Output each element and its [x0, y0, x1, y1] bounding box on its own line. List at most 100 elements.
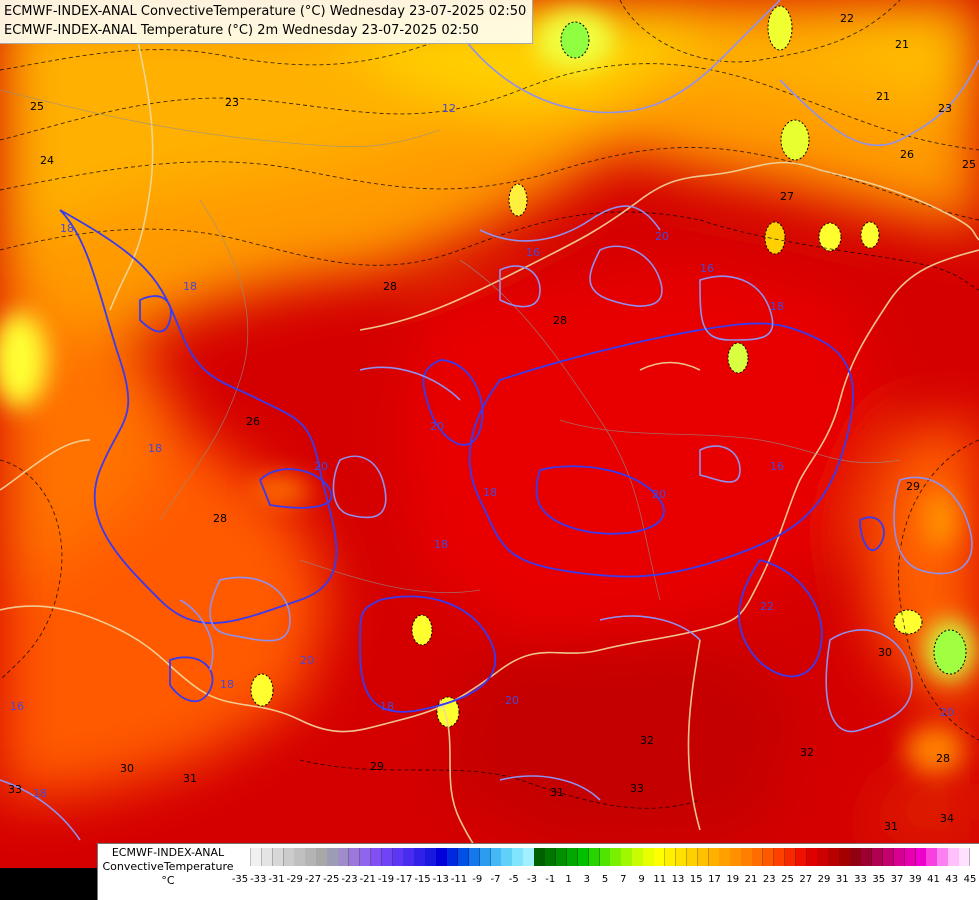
- legend-swatch: [839, 848, 851, 866]
- legend-tick-label: 15: [689, 874, 703, 885]
- legend-swatch: [904, 848, 917, 866]
- legend-swatch: [501, 848, 513, 866]
- temperature-2m-label: 16: [10, 700, 24, 713]
- legend-swatch: [773, 848, 786, 866]
- isotherm-label: 30: [878, 646, 892, 659]
- legend-label-model: ECMWF-INDEX-ANAL: [111, 846, 225, 859]
- isotherm-label: 31: [550, 786, 564, 799]
- temperature-2m-label: 18: [60, 222, 74, 235]
- legend-swatch: [762, 848, 775, 866]
- legend-tick-label: 9: [638, 874, 645, 885]
- legend-swatch: [272, 848, 285, 866]
- legend-label-unit: °C: [161, 874, 175, 887]
- legend-tick-label: -19: [377, 874, 395, 885]
- isotherm-label: 28: [553, 314, 567, 327]
- temperature-2m-label: 20: [430, 420, 444, 433]
- temperature-2m-label: 12: [442, 102, 456, 115]
- isotherm-label: 23: [225, 96, 239, 109]
- legend-tick-label: 33: [854, 874, 867, 885]
- temperature-2m-labels: 12 20 16 18 16 18 20 20 18 16 18 20 22 20 18 20 18 18 16 18…: [10, 102, 954, 800]
- temperature-2m-label: 20: [314, 460, 328, 473]
- legend-swatch: [283, 848, 295, 866]
- legend-swatch: [359, 848, 372, 866]
- temperature-2m-label: 18: [220, 678, 234, 691]
- legend-tick-label: 25: [781, 874, 794, 885]
- legend-tick-label: 43: [945, 874, 959, 885]
- temperature-2m-label: 16: [526, 246, 540, 259]
- convective-cells: [250, 5, 967, 728]
- legend-swatch: [555, 848, 568, 866]
- legend-color-bar: [240, 848, 971, 866]
- isotherm-label: 28: [936, 752, 950, 765]
- legend-tick-label: -1: [545, 874, 556, 885]
- isotherm-label: 31: [884, 820, 898, 833]
- isotherm-label: 23: [938, 102, 952, 115]
- legend-tick-label: 5: [601, 874, 609, 885]
- legend-swatch: [381, 848, 394, 866]
- legend-tick-label: 19: [726, 874, 740, 885]
- legend-swatch: [893, 848, 906, 866]
- legend-swatch: [447, 848, 459, 866]
- legend-swatch: [468, 848, 481, 866]
- isotherm-label: 24: [40, 154, 54, 167]
- temperature-2m-label: 20: [655, 230, 669, 243]
- isotherm-label: 21: [895, 38, 909, 51]
- legend-tick-label: -27: [304, 874, 322, 885]
- legend-swatch: [316, 848, 328, 866]
- legend-tick-label: -9: [472, 874, 483, 885]
- isotherm-label: 26: [900, 148, 914, 161]
- isotherm-label: 32: [640, 734, 654, 747]
- temperature-2m-label: 18: [483, 486, 497, 499]
- temperature-2m-label: 16: [770, 460, 784, 473]
- legend-tick-label: 23: [762, 874, 776, 885]
- isotherm-label: 26: [246, 415, 260, 428]
- legend-swatch: [719, 848, 731, 866]
- legend-swatch: [240, 848, 252, 866]
- isotherm-labels: 22 21 21 23 25 26 27 24 23 25 28 28 26 28 29 30 32 30 31 29…: [8, 12, 976, 833]
- legend-swatch: [697, 848, 709, 866]
- legend-swatch: [577, 848, 590, 866]
- legend-swatch: [370, 848, 383, 866]
- country-borders: [0, 0, 979, 861]
- legend-swatch: [512, 848, 524, 866]
- legend-swatch: [795, 848, 808, 866]
- legend-tick-label: -7: [490, 874, 501, 885]
- isotherm-label: 32: [800, 746, 814, 759]
- isotherm-label: 31: [183, 772, 197, 785]
- isotherm-label: 22: [840, 12, 854, 25]
- color-legend: ECMWF-INDEX-ANAL ConvectiveTemperature °…: [97, 843, 979, 900]
- temperature-2m-label: 18: [770, 300, 784, 313]
- legend-swatch: [948, 848, 960, 866]
- legend-swatch: [675, 848, 688, 866]
- isotherm-label: 30: [120, 762, 134, 775]
- legend-label-variable: ConvectiveTemperature: [102, 860, 234, 873]
- legend-swatch: [425, 848, 437, 866]
- legend-swatch: [806, 848, 818, 866]
- legend-swatch: [566, 848, 579, 866]
- isotherm-label: 25: [30, 100, 44, 113]
- temperature-2m-contours-light: [0, 0, 979, 841]
- legend-tick-label: -3: [527, 874, 537, 885]
- legend-swatch: [752, 848, 764, 866]
- legend-tick-label: -11: [450, 874, 468, 885]
- legend-swatch: [817, 848, 829, 866]
- legend-swatch: [959, 848, 971, 866]
- isotherm-label: 29: [906, 480, 920, 493]
- temperature-2m-label: 16: [700, 262, 714, 275]
- legend-tick-label: 27: [799, 874, 813, 885]
- legend-tick-label: -25: [323, 874, 340, 885]
- legend-swatch: [305, 848, 317, 866]
- temperature-2m-label: 20: [652, 488, 666, 501]
- temperature-2m-label: 18: [148, 442, 162, 455]
- isotherm-label: 25: [962, 158, 976, 171]
- legend-tick-label: 1: [565, 874, 572, 885]
- legend-swatch: [632, 848, 644, 866]
- legend-swatch: [861, 848, 873, 866]
- region-lines: [0, 89, 901, 601]
- legend-swatch: [327, 848, 339, 866]
- temperature-2m-label: 18: [380, 700, 394, 713]
- title-line-1: ECMWF-INDEX-ANAL ConvectiveTemperature (…: [4, 4, 527, 19]
- legend-swatch: [457, 848, 470, 866]
- legend-swatch: [403, 848, 415, 866]
